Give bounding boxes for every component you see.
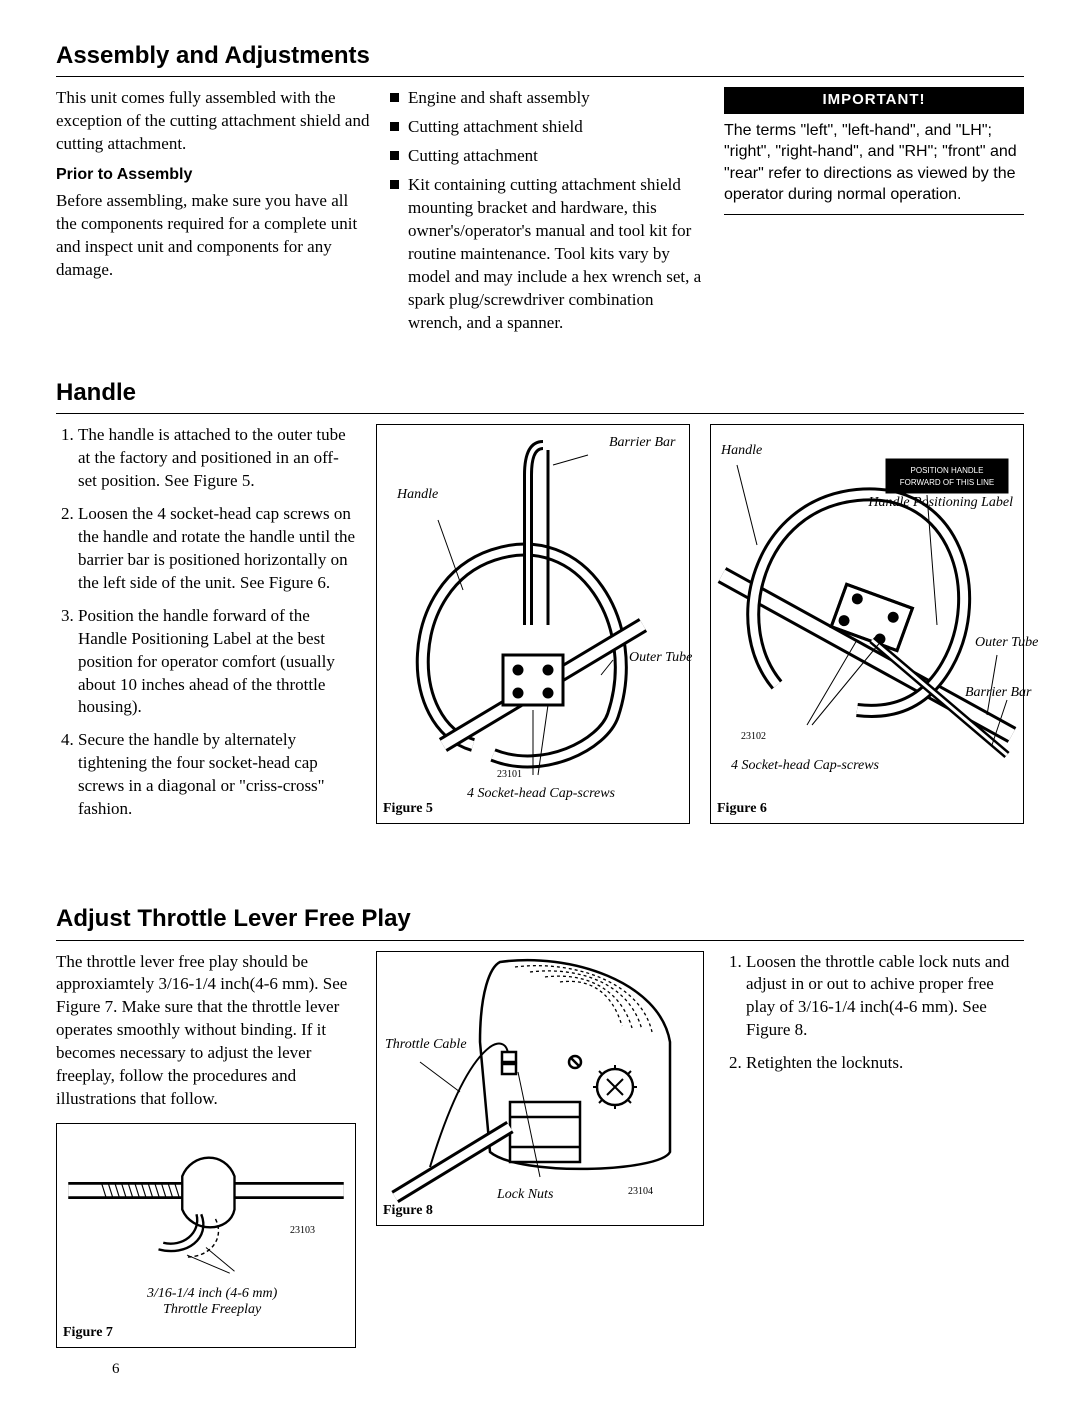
important-heading: IMPORTANT! [724, 87, 1024, 113]
prior-body: Before assembling, make sure you have al… [56, 190, 370, 282]
assembly-columns: This unit comes fully assembled with the… [56, 87, 1024, 340]
assembly-bullets: Engine and shaft assembly Cutting attach… [390, 87, 704, 334]
handle-row: The handle is attached to the outer tube… [56, 424, 1024, 831]
assembly-important: IMPORTANT! The terms "left", "left-hand"… [724, 87, 1024, 340]
figure-6: POSITION HANDLE FORWARD OF THIS LINE Han… [710, 424, 1024, 831]
important-box: IMPORTANT! The terms "left", "left-hand"… [724, 87, 1024, 215]
fig7-caption: Figure 7 [63, 1324, 113, 1343]
fig6-caption: Figure 6 [717, 800, 767, 819]
fig6-num: 23102 [741, 730, 766, 744]
fig8-caption: Figure 8 [383, 1202, 433, 1221]
bullet-item: Cutting attachment shield [390, 116, 704, 139]
throttle-col3: Loosen the throttle cable lock nuts and … [724, 951, 1024, 1349]
fig5-caption: Figure 5 [383, 800, 433, 819]
throttle-row: The throttle lever free play should be a… [56, 951, 1024, 1349]
fig7-num: 23103 [290, 1224, 315, 1238]
fig6-outer-label: Outer Tube [975, 635, 1015, 650]
fig6-barrier-label: Barrier Bar [965, 685, 1015, 700]
handle-step: The handle is attached to the outer tube… [78, 424, 356, 493]
page-number: 6 [112, 1359, 120, 1379]
bullet-item: Engine and shaft assembly [390, 87, 704, 110]
section-handle-title: Handle [56, 377, 1024, 414]
figure5-svg [377, 425, 689, 805]
fig8-num: 23104 [628, 1185, 653, 1199]
handle-steps-col: The handle is attached to the outer tube… [56, 424, 356, 831]
figure-8: Throttle Cable Lock Nuts 23104 Figure 8 [376, 951, 704, 1226]
assembly-intro: This unit comes fully assembled with the… [56, 87, 370, 156]
handle-steps: The handle is attached to the outer tube… [56, 424, 356, 821]
handle-step: Loosen the 4 socket-head cap screws on t… [78, 503, 356, 595]
figure-5: Barrier Bar Handle Outer Tube 4 Socket-h… [376, 424, 690, 831]
svg-text:POSITION HANDLE: POSITION HANDLE [911, 466, 984, 475]
throttle-step: Retighten the locknuts. [746, 1052, 1024, 1075]
fig5-handle-label: Handle [397, 487, 438, 502]
important-body: The terms "left", "left-hand", and "LH";… [724, 120, 1024, 206]
throttle-step: Loosen the throttle cable lock nuts and … [746, 951, 1024, 1043]
fig5-outer-label: Outer Tube [629, 650, 669, 665]
assembly-col2: Engine and shaft assembly Cutting attach… [390, 87, 704, 340]
fig8-cable-label: Throttle Cable [385, 1037, 467, 1052]
handle-step: Secure the handle by alternately tighten… [78, 729, 356, 821]
figure6-svg: POSITION HANDLE FORWARD OF THIS LINE [711, 425, 1023, 805]
figure-7: 23103 3/16-1/4 inch (4-6 mm) Throttle Fr… [56, 1123, 356, 1348]
throttle-col2: Throttle Cable Lock Nuts 23104 Figure 8 [376, 951, 704, 1349]
bullet-item: Kit containing cutting attachment shield… [390, 174, 704, 335]
fig7-label: 3/16-1/4 inch (4-6 mm) Throttle Freeplay [147, 1286, 277, 1317]
fig5-screws-label: 4 Socket-head Cap-screws [467, 786, 615, 801]
fig6-poslabel-caption: Handle Positioning Label [868, 495, 1013, 510]
fig6-screws-label: 4 Socket-head Cap-screws [731, 758, 861, 773]
throttle-col1: The throttle lever free play should be a… [56, 951, 356, 1349]
fig8-nuts-label: Lock Nuts [497, 1187, 553, 1202]
figure8-svg [377, 952, 703, 1207]
fig6-handle-label: Handle [721, 443, 762, 458]
fig5-num: 23101 [497, 768, 522, 782]
handle-step: Position the handle forward of the Handl… [78, 605, 356, 720]
assembly-col1: This unit comes fully assembled with the… [56, 87, 370, 340]
section-throttle-title: Adjust Throttle Lever Free Play [56, 903, 1024, 940]
fig5-barrier-label: Barrier Bar [609, 435, 659, 450]
throttle-steps: Loosen the throttle cable lock nuts and … [724, 951, 1024, 1076]
section-assembly-title: Assembly and Adjustments [56, 40, 1024, 77]
prior-heading: Prior to Assembly [56, 164, 370, 186]
bullet-item: Cutting attachment [390, 145, 704, 168]
throttle-intro: The throttle lever free play should be a… [56, 951, 356, 1112]
important-rule [724, 214, 1024, 215]
svg-text:FORWARD OF THIS LINE: FORWARD OF THIS LINE [900, 478, 995, 487]
